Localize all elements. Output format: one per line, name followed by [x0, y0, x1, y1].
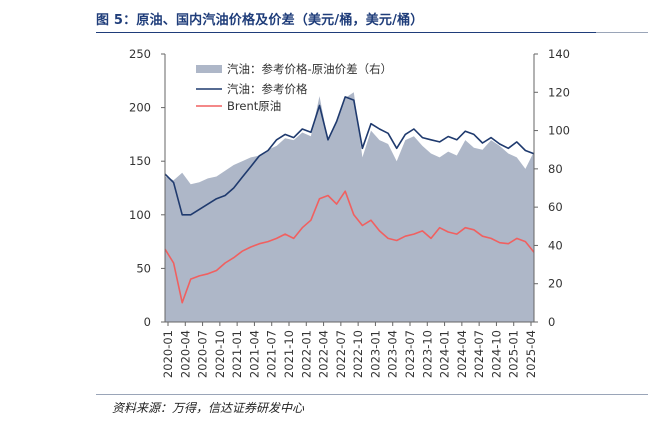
y-right-tick-label: 20: [548, 277, 563, 291]
y-left-tick-label: 150: [129, 154, 151, 168]
chart-title: 图 5：原油、国内汽油价格及价差（美元/桶，美元/桶）: [96, 13, 424, 28]
plot-area: [164, 92, 535, 322]
x-tick-label: 2020-04: [178, 330, 192, 378]
x-tick-label: 2024-07: [472, 330, 486, 378]
y-right-tick-label: 120: [548, 85, 570, 99]
source-note: 资料来源：万得，信达证券研发中心: [112, 401, 305, 415]
y-left-tick-label: 100: [129, 208, 151, 222]
x-tick-label: 2021-10: [282, 330, 296, 378]
x-tick-label: 2025-01: [507, 330, 521, 378]
y-right-tick-label: 140: [548, 47, 570, 61]
y-left-tick-label: 0: [144, 315, 151, 329]
x-tick-label: 2023-07: [403, 330, 417, 378]
x-tick-label: 2020-07: [196, 330, 210, 378]
legend-label-gasoline: 汽油：参考价格: [227, 82, 308, 96]
y-right-tick-label: 60: [548, 200, 563, 214]
x-tick-label: 2020-10: [213, 330, 227, 378]
y-right-tick-label: 0: [548, 315, 555, 329]
legend: 汽油：参考价格-原油价差（右） 汽油：参考价格 Brent原油: [196, 62, 392, 113]
y-right-tick-label: 40: [548, 238, 563, 252]
x-tick-label: 2021-04: [247, 330, 261, 378]
bottom-rule: [96, 394, 648, 395]
edge-rule: [596, 32, 648, 33]
x-tick-label: 2025-04: [524, 330, 538, 378]
y-left-tick-label: 200: [129, 101, 151, 115]
legend-label-spread: 汽油：参考价格-原油价差（右）: [227, 62, 392, 76]
x-tick-label: 2024-04: [455, 330, 469, 378]
x-tick-label: 2024-01: [438, 330, 452, 378]
x-tick-label: 2023-01: [368, 330, 382, 378]
series-gasoline-line: [164, 96, 535, 216]
axes: 0 50 100 150 200 250 0 20 40 60 80 100 120 140 2020-01…: [129, 47, 570, 378]
y-left-tick-label: 250: [129, 47, 151, 61]
y-right-tick-label: 100: [548, 124, 570, 138]
series-spread-area: [165, 92, 534, 322]
x-tick-label: 2023-04: [386, 330, 400, 378]
x-tick-label: 2021-01: [230, 330, 244, 378]
chart-figure: 0 50 100 150 200 250 0 20 40 60 80 100 120 140 2020-01…: [129, 47, 570, 378]
legend-swatch-spread: [196, 65, 222, 73]
x-tick-label: 2024-10: [489, 330, 503, 378]
x-tick-label: 2021-07: [265, 330, 279, 378]
y-left-tick-label: 50: [136, 261, 151, 275]
title-rule: [96, 32, 596, 33]
x-tick-label: 2023-10: [420, 330, 434, 378]
x-tick-label: 2022-10: [351, 330, 365, 378]
legend-label-brent: Brent原油: [227, 99, 281, 113]
x-tick-label: 2022-07: [334, 330, 348, 378]
y-right-tick-label: 80: [548, 162, 563, 176]
x-tick-label: 2020-01: [161, 330, 175, 378]
x-tick-label: 2022-01: [299, 330, 313, 378]
x-tick-label: 2022-04: [317, 330, 331, 378]
series-brent-line: [164, 190, 535, 304]
